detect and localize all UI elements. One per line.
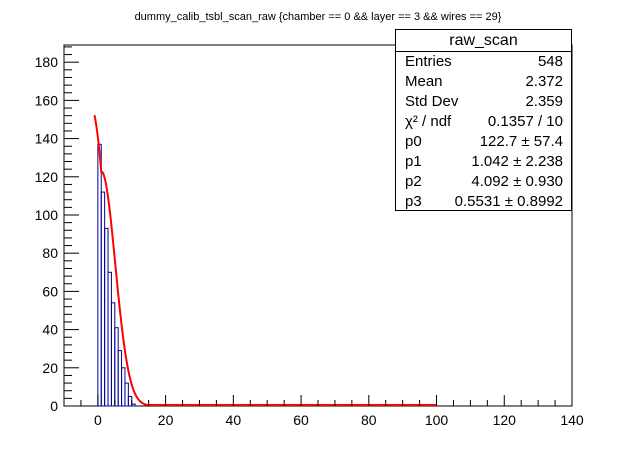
stats-row-stddev: Std Dev 2.359	[396, 92, 571, 112]
histogram-bin	[121, 367, 126, 407]
chart-title: dummy_calib_tsbl_scan_raw {chamber == 0 …	[135, 11, 502, 23]
stats-label: p3	[405, 193, 422, 210]
x-tick-label: 60	[293, 412, 309, 428]
stats-row-chi2: χ² / ndf 0.1357 / 10	[396, 112, 571, 132]
x-tick-label: 20	[158, 412, 174, 428]
y-tick-label: 140	[35, 131, 59, 147]
histogram-bars	[97, 143, 136, 407]
stats-label: p1	[405, 153, 422, 170]
y-tick-label: 20	[42, 360, 58, 376]
stats-value: 548	[537, 53, 563, 70]
histogram-bin	[114, 327, 119, 407]
stats-label: Mean	[405, 73, 443, 90]
stats-value: 1.042 ± 2.238	[471, 153, 563, 170]
x-tick-label: 0	[94, 412, 102, 428]
stats-value: 4.092 ± 0.930	[471, 173, 563, 190]
stats-title: raw_scan	[396, 30, 571, 52]
histogram-bin	[100, 191, 106, 407]
y-tick-label: 120	[35, 169, 59, 185]
stats-label: Entries	[405, 53, 452, 70]
histogram-bin	[131, 403, 136, 407]
stats-value: 0.5531 ± 0.8992	[454, 193, 563, 210]
y-tick-label: 60	[42, 283, 58, 299]
y-tick-label: 160	[35, 92, 59, 108]
stats-value: 2.359	[525, 93, 563, 110]
stats-value: 0.1357 / 10	[487, 113, 563, 130]
stats-label: p0	[405, 133, 422, 150]
histogram-bin	[107, 271, 112, 407]
stats-row-p1: p1 1.042 ± 2.238	[396, 152, 571, 172]
histogram-bin	[104, 227, 109, 407]
stats-row-entries: Entries 548	[396, 52, 571, 72]
y-tick-label: 0	[50, 398, 58, 414]
x-tick-label: 40	[226, 412, 242, 428]
stats-label: Std Dev	[405, 93, 459, 110]
histogram-bin	[110, 302, 116, 407]
stats-rows: Entries 548 Mean 2.372 Std Dev 2.359 χ² …	[396, 52, 571, 212]
histogram-bin	[97, 143, 102, 407]
stats-row-p0: p0 122.7 ± 57.4	[396, 132, 571, 152]
x-tick-label: 80	[361, 412, 377, 428]
y-axis: 0 20 40 60 80 100 120 140 160 180	[35, 46, 79, 414]
y-tick-label: 180	[35, 54, 59, 70]
stats-label: χ² / ndf	[405, 113, 452, 130]
stats-box: raw_scan Entries 548 Mean 2.372 Std Dev …	[395, 29, 572, 211]
y-tick-label: 100	[35, 207, 59, 223]
stats-label: p2	[405, 173, 422, 190]
histogram-bin	[124, 382, 129, 407]
fit-curve	[93, 114, 437, 407]
x-axis: 0 20 40 60 80 100 120 140	[63, 395, 584, 428]
y-tick-label: 40	[42, 322, 58, 338]
stats-row-p2: p2 4.092 ± 0.930	[396, 172, 571, 192]
y-tick-label: 80	[42, 245, 58, 261]
histogram-bin	[117, 350, 123, 407]
x-tick-label: 120	[493, 412, 517, 428]
x-tick-label: 100	[425, 412, 449, 428]
x-tick-label: 140	[560, 412, 584, 428]
histogram-bin	[127, 395, 133, 407]
stats-value: 2.372	[525, 73, 563, 90]
stats-value: 122.7 ± 57.4	[479, 133, 563, 150]
stats-row-mean: Mean 2.372	[396, 72, 571, 92]
stats-row-p3: p3 0.5531 ± 0.8992	[396, 192, 571, 212]
